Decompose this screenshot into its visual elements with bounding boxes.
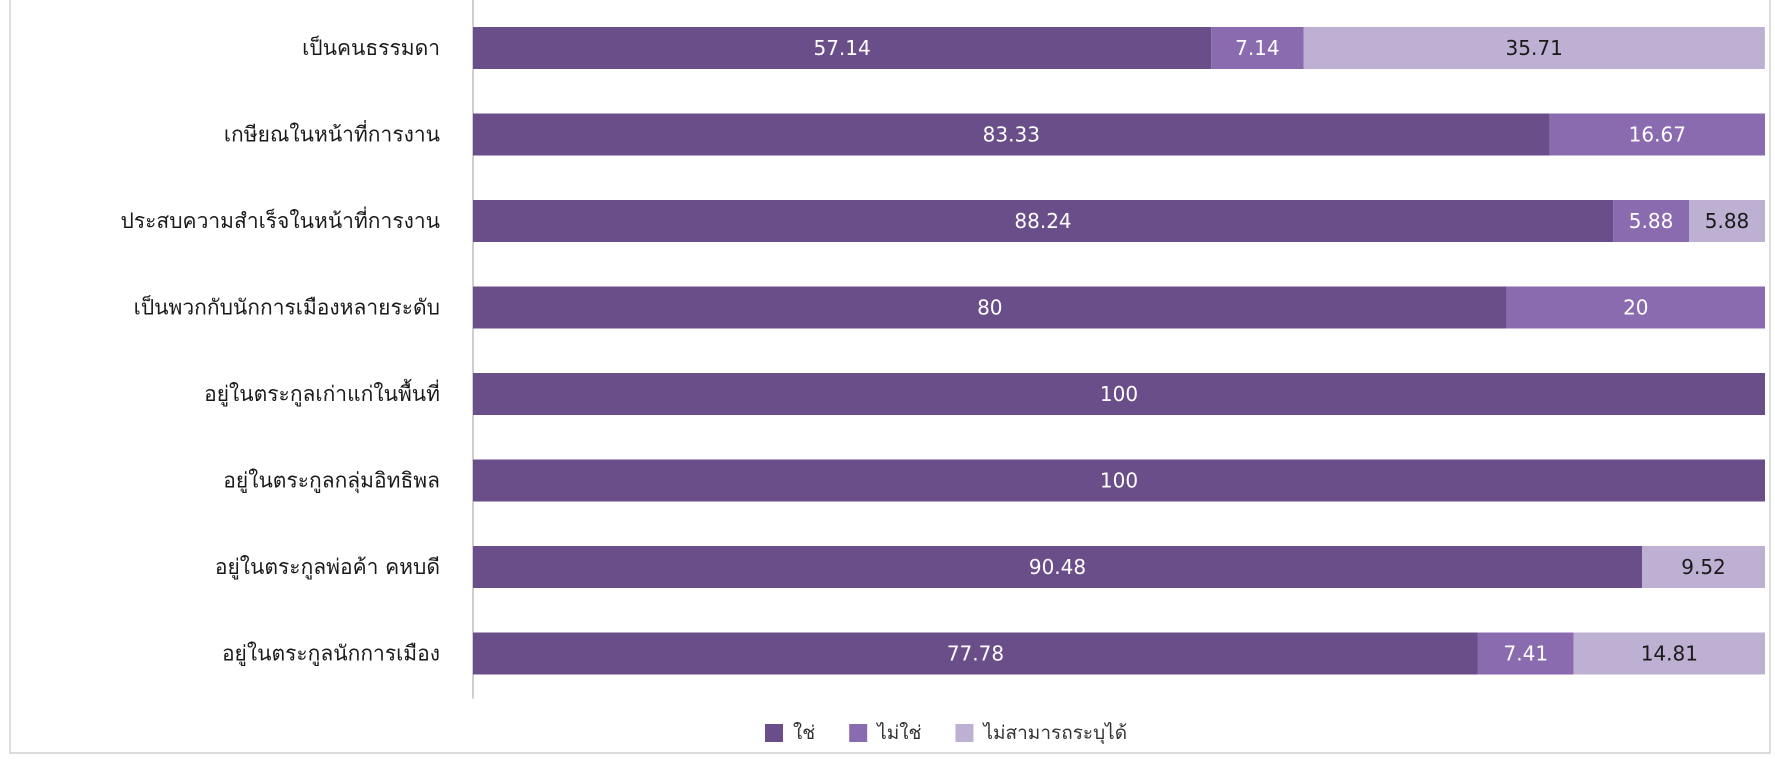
data-label: 35.71 [1506,36,1563,60]
data-label: 57.14 [813,36,870,60]
bar-segment [473,27,1212,69]
data-label: 100 [1100,382,1138,406]
data-label: 77.78 [947,642,1004,666]
data-label: 9.52 [1681,555,1726,579]
bar-segment [1303,27,1765,69]
bar-segment [473,373,1765,415]
plot-area: เป็นคนธรรมดา 57.14 7.14 35.71 เกษียณในหน้าที… [120,0,1765,699]
category-label: อยู่ในตระกูลกลุ่มอิทธิพล [223,469,440,494]
category-label: อยู่ในตระกูลนักการเมือง [222,642,440,667]
data-label: 90.48 [1029,555,1086,579]
bar-segment [1211,27,1304,69]
category-label: อยู่ในตระกูลเก่าแก่ในพื้นที่ [204,379,440,407]
legend: ใช่ ไม่ใช่ ไม่สามารถระบุได้ [765,722,1127,745]
category-label: เป็นพวกกับนักการเมืองหลายระดับ [134,294,440,320]
data-label: 7.14 [1235,36,1280,60]
data-label: 14.81 [1641,642,1698,666]
data-label: 5.88 [1629,209,1674,233]
bar-segment [473,459,1765,502]
legend-label: ใช่ [793,722,815,744]
bar-segment [1642,546,1765,588]
bar-segment [473,200,1614,242]
data-label: 7.41 [1504,642,1549,666]
bar-segment [473,286,1507,329]
legend-swatch [765,724,783,742]
legend-swatch [955,724,974,742]
category-label: อยู่ในตระกูลพ่อค้า คหบดี [215,555,440,580]
data-label: 88.24 [1014,209,1071,233]
bar-segment [1549,113,1765,156]
chart-frame [9,0,1771,754]
bar-segment [1573,632,1765,675]
legend-swatch [849,724,868,742]
bar-segment [1689,200,1765,242]
bar-segment [1477,632,1574,675]
data-label: 80 [977,296,1002,320]
category-label: เกษียณในหน้าที่การงาน [224,120,440,147]
bar-segment [473,546,1643,588]
data-label: 16.67 [1629,123,1686,147]
data-label: 100 [1100,469,1138,493]
data-label: 5.88 [1705,209,1750,233]
bar-segment [473,113,1550,156]
data-label: 83.33 [983,123,1040,147]
bar-segment [1613,200,1690,242]
category-label: เป็นคนธรรมดา [302,34,440,60]
category-label: ประสบความสำเร็จในหน้าที่การงาน [120,206,440,233]
legend-label: ไม่สามารถระบุได้ [981,722,1127,745]
bar-segment [1506,286,1765,329]
data-label: 20 [1623,296,1648,320]
legend-label: ไม่ใช่ [875,722,921,744]
bar-segment [473,632,1478,675]
